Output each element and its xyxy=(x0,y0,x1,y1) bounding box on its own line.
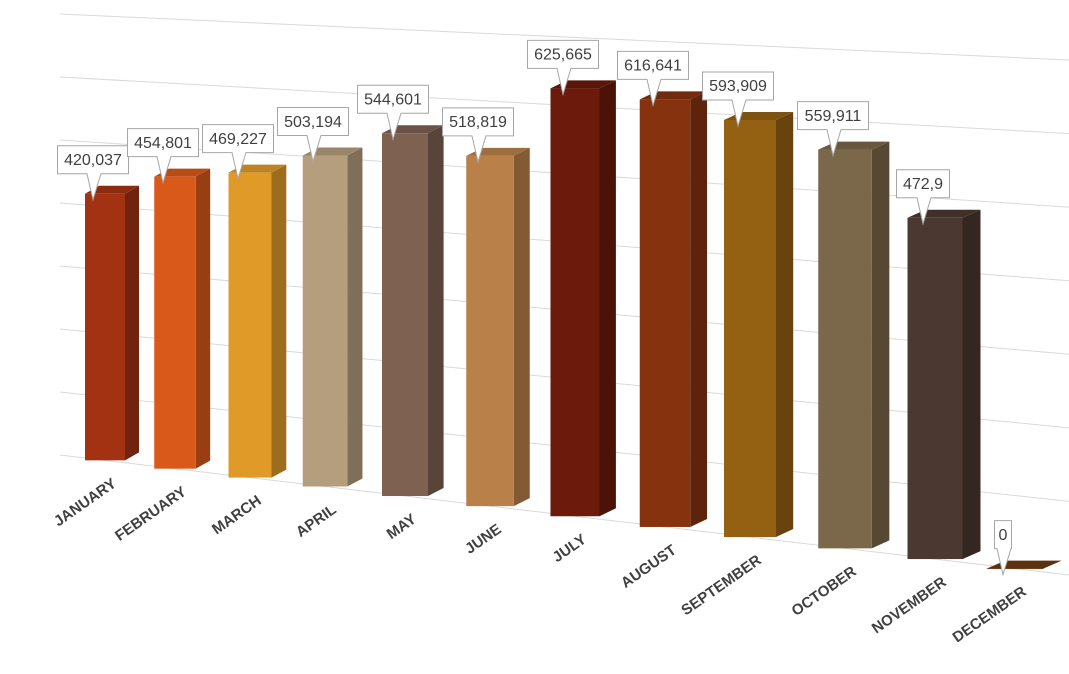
value-label: 0 xyxy=(999,527,1008,544)
bar-front xyxy=(466,155,514,507)
bar-side xyxy=(428,125,444,497)
x-tick-label: SEPTEMBER xyxy=(678,552,764,620)
x-tick-label: APRIL xyxy=(293,501,340,541)
bar-top xyxy=(228,164,287,173)
bar xyxy=(154,168,211,469)
bar xyxy=(85,185,139,461)
bar-side xyxy=(347,147,363,487)
x-tick-label: OCTOBER xyxy=(789,563,860,620)
bar-front xyxy=(818,149,872,549)
x-tick-label: JUNE xyxy=(462,521,505,558)
bar xyxy=(986,560,1062,570)
bar-front xyxy=(550,88,600,517)
bar-front xyxy=(154,176,196,469)
bar-side xyxy=(271,164,287,478)
bar-side xyxy=(513,147,530,507)
bar-top xyxy=(154,168,211,177)
value-label: 503,194 xyxy=(284,114,342,131)
bar xyxy=(724,111,794,538)
x-tick-label: FEBRUARY xyxy=(112,483,190,544)
bar-front xyxy=(228,172,272,478)
bar xyxy=(550,80,616,517)
bar-top xyxy=(85,185,139,194)
callout xyxy=(357,84,429,142)
callout xyxy=(994,520,1012,577)
value-label: 625,665 xyxy=(534,47,592,64)
x-tick-label: MAY xyxy=(384,511,420,543)
value-label: 469,227 xyxy=(209,131,267,148)
x-tick-label: NOVEMBER xyxy=(869,574,950,638)
callout xyxy=(527,39,599,97)
value-label: 420,037 xyxy=(64,152,122,169)
bar-top xyxy=(302,147,363,156)
bar-side xyxy=(195,168,211,469)
callout xyxy=(797,101,869,158)
callout xyxy=(896,169,950,226)
value-label: 593,909 xyxy=(709,78,767,95)
x-tick-label: MARCH xyxy=(209,492,264,538)
callout xyxy=(127,128,199,185)
value-label: 544,601 xyxy=(364,91,422,108)
bar-top xyxy=(382,125,444,134)
callout xyxy=(442,107,514,164)
callout xyxy=(617,50,689,108)
bar-top xyxy=(986,560,1062,569)
bar xyxy=(382,125,444,497)
callout xyxy=(277,107,349,164)
bar-side xyxy=(871,141,890,549)
bar-front xyxy=(986,568,1044,570)
bar-side xyxy=(690,91,708,527)
bar-front xyxy=(639,99,691,527)
bar-side xyxy=(776,111,794,538)
grid-line xyxy=(59,13,1069,61)
value-label: 616,641 xyxy=(624,58,682,75)
callout xyxy=(702,71,774,128)
value-label: 454,801 xyxy=(134,135,192,152)
value-label: 518,819 xyxy=(449,114,507,131)
x-tick-label: JULY xyxy=(550,531,590,566)
bar xyxy=(639,91,708,527)
bar xyxy=(466,147,530,507)
x-tick-label: AUGUST xyxy=(618,542,680,592)
bar-side xyxy=(125,185,139,461)
bar xyxy=(228,164,287,478)
bar-side xyxy=(962,209,981,560)
bar-front xyxy=(907,217,963,560)
bar-front xyxy=(382,133,428,497)
bar-front xyxy=(724,119,776,538)
value-label: 559,911 xyxy=(805,108,862,125)
x-tick-label: DECEMBER xyxy=(950,583,1030,646)
bar xyxy=(302,147,363,487)
value-label: 472,9 xyxy=(903,176,943,193)
bar-front xyxy=(85,193,125,461)
bar xyxy=(818,141,890,549)
bar-front xyxy=(302,155,348,487)
callout xyxy=(202,124,274,181)
bar xyxy=(907,209,981,560)
bar-side xyxy=(599,80,616,517)
x-tick-label: JANUARY xyxy=(51,475,120,530)
